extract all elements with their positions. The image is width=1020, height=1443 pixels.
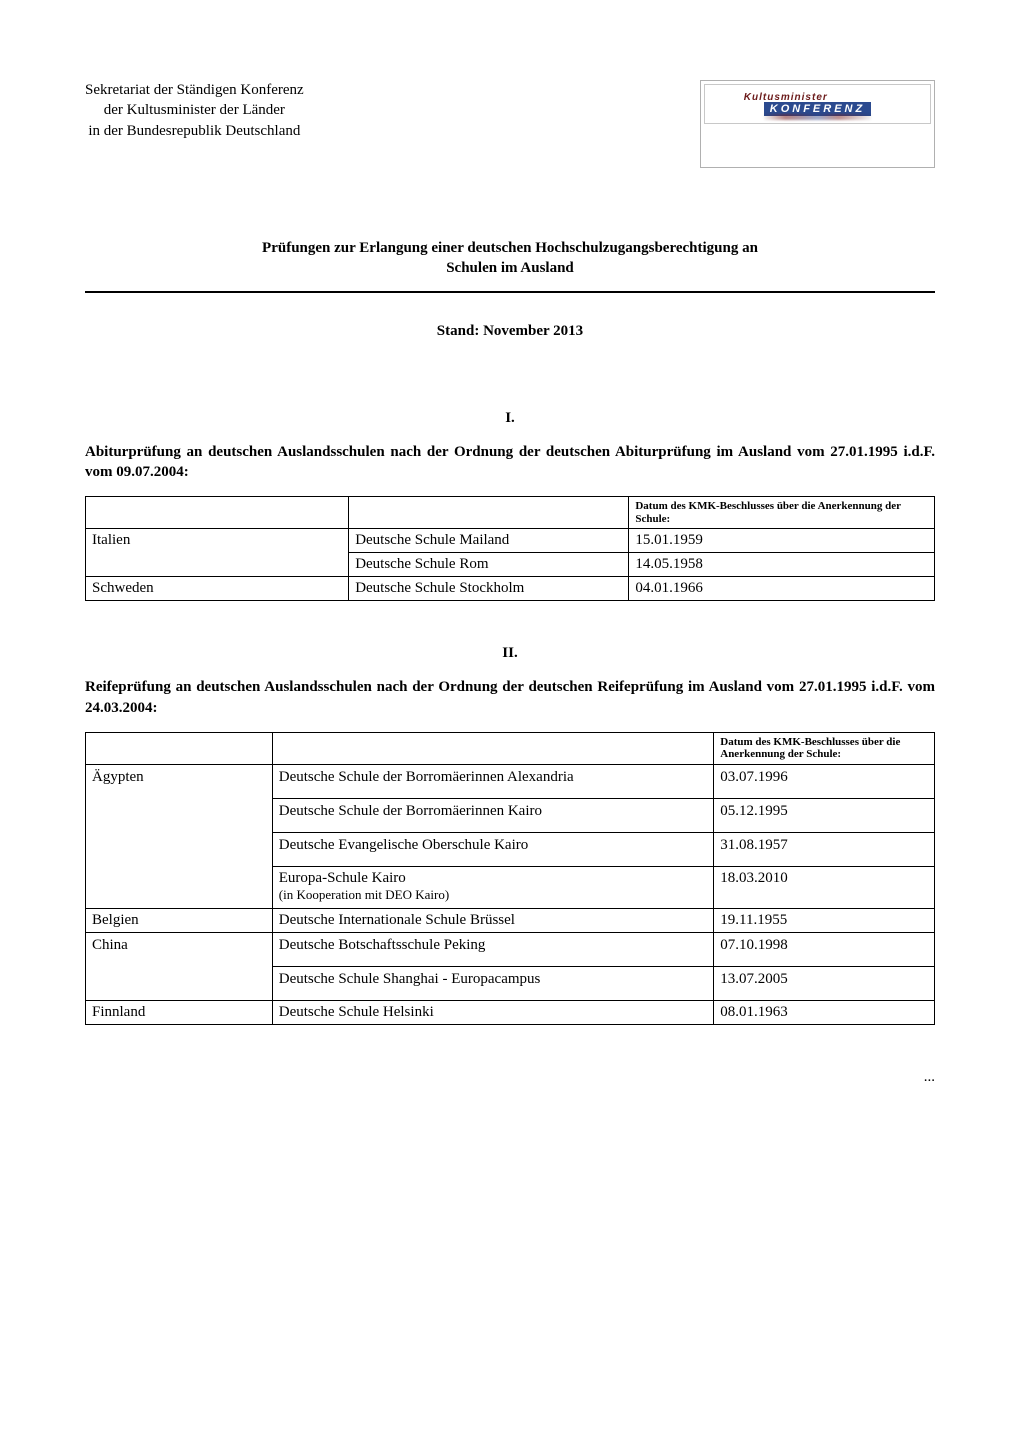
school-cell: Deutsche Schule der Borromäerinnen Alexa… bbox=[272, 765, 713, 799]
date-cell: 13.07.2005 bbox=[714, 967, 935, 1001]
date-cell: 19.11.1955 bbox=[714, 909, 935, 933]
date-cell: 04.01.1966 bbox=[629, 577, 935, 601]
date-cell: 05.12.1995 bbox=[714, 799, 935, 833]
document-title: Prüfungen zur Erlangung einer deutschen … bbox=[85, 238, 935, 279]
school-cell: Europa-Schule Kairo (in Kooperation mit … bbox=[272, 867, 713, 909]
section-1-col-2: Datum des KMK-Beschlusses über die Anerk… bbox=[629, 497, 935, 529]
section-1-col-1 bbox=[349, 497, 629, 529]
country-cell: Finnland bbox=[86, 1001, 273, 1025]
section-2-header-row: Datum des KMK-Beschlusses über die Anerk… bbox=[86, 732, 935, 764]
table-row: China Deutsche Botschaftsschule Peking 0… bbox=[86, 933, 935, 967]
school-cell: Deutsche Internationale Schule Brüssel bbox=[272, 909, 713, 933]
date-cell: 31.08.1957 bbox=[714, 833, 935, 867]
school-note: (in Kooperation mit DEO Kairo) bbox=[279, 887, 449, 902]
org-line-3: in der Bundesrepublik Deutschland bbox=[85, 121, 304, 141]
date-cell: 14.05.1958 bbox=[629, 553, 935, 577]
table-row: Italien Deutsche Schule Mailand 15.01.19… bbox=[86, 529, 935, 553]
school-cell: Deutsche Schule der Borromäerinnen Kairo bbox=[272, 799, 713, 833]
school-cell: Deutsche Evangelische Oberschule Kairo bbox=[272, 833, 713, 867]
country-cell: Belgien bbox=[86, 909, 273, 933]
date-cell: 18.03.2010 bbox=[714, 867, 935, 909]
kmk-logo-inner: Kultusminister KONFERENZ bbox=[704, 84, 931, 124]
country-cell: Italien bbox=[86, 529, 349, 577]
section-2-col-0 bbox=[86, 732, 273, 764]
school-cell: Deutsche Schule Mailand bbox=[349, 529, 629, 553]
table-row: Finnland Deutsche Schule Helsinki 08.01.… bbox=[86, 1001, 935, 1025]
document-header: Sekretariat der Ständigen Konferenz der … bbox=[85, 80, 935, 168]
title-line-2: Schulen im Ausland bbox=[85, 258, 935, 278]
table-row: Ägypten Deutsche Schule der Borromäerinn… bbox=[86, 765, 935, 799]
school-cell: Deutsche Botschaftsschule Peking bbox=[272, 933, 713, 967]
country-cell: China bbox=[86, 933, 273, 1001]
organization-block: Sekretariat der Ständigen Konferenz der … bbox=[85, 80, 304, 141]
school-name: Europa-Schule Kairo bbox=[279, 870, 406, 886]
kmk-logo: Kultusminister KONFERENZ bbox=[700, 80, 935, 168]
section-2-heading: Reifeprüfung an deutschen Auslandsschule… bbox=[85, 677, 935, 718]
school-cell: Deutsche Schule Rom bbox=[349, 553, 629, 577]
section-2-col-1 bbox=[272, 732, 713, 764]
org-line-2: der Kultusminister der Länder bbox=[85, 100, 304, 120]
section-2-col-2: Datum des KMK-Beschlusses über die Anerk… bbox=[714, 732, 935, 764]
school-cell: Deutsche Schule Shanghai - Europacampus bbox=[272, 967, 713, 1001]
table-row: Belgien Deutsche Internationale Schule B… bbox=[86, 909, 935, 933]
title-rule bbox=[85, 291, 935, 293]
stand-line: Stand: November 2013 bbox=[85, 323, 935, 340]
date-cell: 08.01.1963 bbox=[714, 1001, 935, 1025]
country-cell: Schweden bbox=[86, 577, 349, 601]
title-line-1: Prüfungen zur Erlangung einer deutschen … bbox=[85, 238, 935, 258]
section-2-number: II. bbox=[85, 645, 935, 662]
date-cell: 07.10.1998 bbox=[714, 933, 935, 967]
table-row: Schweden Deutsche Schule Stockholm 04.01… bbox=[86, 577, 935, 601]
date-cell: 15.01.1959 bbox=[629, 529, 935, 553]
org-line-1: Sekretariat der Ständigen Konferenz bbox=[85, 80, 304, 100]
country-cell: Ägypten bbox=[86, 765, 273, 909]
section-1-number: I. bbox=[85, 410, 935, 427]
section-1-header-row: Datum des KMK-Beschlusses über die Anerk… bbox=[86, 497, 935, 529]
section-1-table: Datum des KMK-Beschlusses über die Anerk… bbox=[85, 496, 935, 601]
continuation-marker: ... bbox=[85, 1069, 935, 1086]
section-1-heading: Abiturprüfung an deutschen Auslandsschul… bbox=[85, 442, 935, 483]
date-cell: 03.07.1996 bbox=[714, 765, 935, 799]
kmk-logo-smudge bbox=[764, 114, 871, 120]
school-cell: Deutsche Schule Stockholm bbox=[349, 577, 629, 601]
school-cell: Deutsche Schule Helsinki bbox=[272, 1001, 713, 1025]
kmk-logo-text: Kultusminister KONFERENZ bbox=[764, 88, 871, 120]
section-2-table: Datum des KMK-Beschlusses über die Anerk… bbox=[85, 732, 935, 1025]
section-1-col-0 bbox=[86, 497, 349, 529]
